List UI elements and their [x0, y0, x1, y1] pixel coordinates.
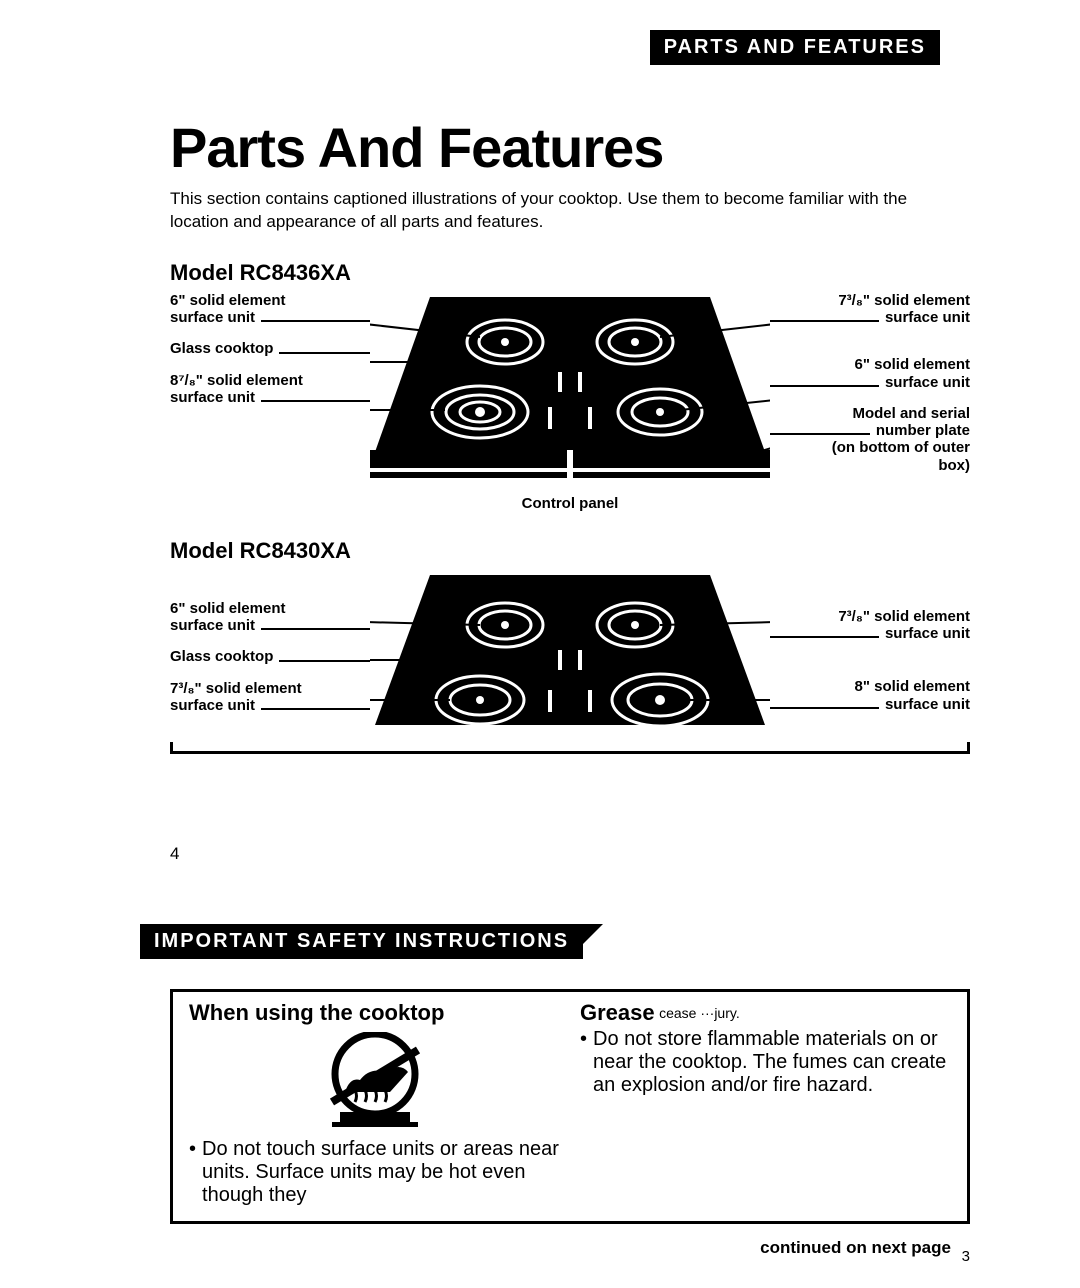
bullet-text: Do not store flammable materials on or n… [593, 1028, 951, 1097]
safety-left-column: When using the cooktop [189, 1000, 560, 1207]
bullet-dot: • [580, 1028, 587, 1097]
intro-text: This section contains captioned illustra… [170, 188, 970, 234]
label-text: surface unit [885, 696, 970, 713]
section-header-bar: PARTS AND FEATURES [650, 30, 940, 65]
model2-heading: Model RC8430XA [170, 538, 970, 564]
label-text: surface unit [170, 697, 255, 714]
page-number-3: 3 [962, 1248, 970, 1265]
label-text: surface unit [885, 374, 970, 391]
safety-right-bullet: • Do not store flammable materials on or… [580, 1028, 951, 1097]
cooktop-illustration [370, 292, 770, 487]
page-container: PARTS AND FEATURES Parts And Features Th… [0, 0, 1080, 1288]
page-number-4: 4 [170, 844, 970, 864]
label-text: surface unit [170, 389, 255, 406]
model2-right-labels: 7³/₈" solid element surface unit 8" soli… [770, 608, 970, 727]
model1-diagram: 6" solid element surface unit Glass cook… [170, 292, 970, 512]
label-text: Glass cooktop [170, 340, 273, 357]
model1-heading: Model RC8436XA [170, 260, 970, 286]
model1-left-labels: 6" solid element surface unit Glass cook… [170, 292, 370, 420]
hot-surface-icon [189, 1026, 560, 1138]
safety-left-heading: When using the cooktop [189, 1000, 560, 1026]
bullet-text: Do not touch surface units or areas near… [202, 1138, 560, 1207]
label-text: (on bottom of outer [832, 439, 970, 456]
label-text: box) [938, 457, 970, 474]
label-text: 6" solid element [170, 292, 285, 309]
cutoff-text: cease ···jury. [659, 1005, 740, 1021]
continued-text: continued on next page [760, 1238, 951, 1257]
label-text: surface unit [170, 309, 255, 326]
label-text: 7³/₈" solid element [838, 608, 970, 625]
label-text: number plate [876, 422, 970, 439]
label-text: 8" solid element [855, 678, 970, 695]
label-text: surface unit [885, 309, 970, 326]
diagram-cutoff-frame [170, 742, 970, 754]
label-text: surface unit [170, 617, 255, 634]
label-text: 6" solid element [170, 600, 285, 617]
label-text: Glass cooktop [170, 648, 273, 665]
model2-diagram: 6" solid element surface unit Glass cook… [170, 570, 970, 740]
safety-box: When using the cooktop [170, 989, 970, 1224]
label-text: 8⁷/₈" solid element [170, 372, 303, 389]
bullet-dot: • [189, 1138, 196, 1207]
model2-left-labels: 6" solid element surface unit Glass cook… [170, 600, 370, 728]
safety-right-column: Grease cease ···jury. • Do not store fla… [580, 1000, 951, 1207]
label-text: surface unit [885, 625, 970, 642]
model1-right-labels: 7³/₈" solid element surface unit 6" soli… [770, 292, 970, 488]
control-panel-label: Control panel [522, 495, 619, 512]
continued-footer: continued on next page 3 [170, 1238, 970, 1258]
cooktop-illustration [370, 570, 770, 730]
page-title: Parts And Features [170, 115, 970, 180]
label-text: 6" solid element [855, 356, 970, 373]
safety-header-bar: IMPORTANT SAFETY INSTRUCTIONS [140, 924, 583, 959]
safety-left-bullet: • Do not touch surface units or areas ne… [189, 1138, 560, 1207]
label-text: Model and serial [852, 405, 970, 422]
safety-right-heading: Grease [580, 1000, 655, 1025]
label-text: 7³/₈" solid element [838, 292, 970, 309]
label-text: 7³/₈" solid element [170, 680, 302, 697]
